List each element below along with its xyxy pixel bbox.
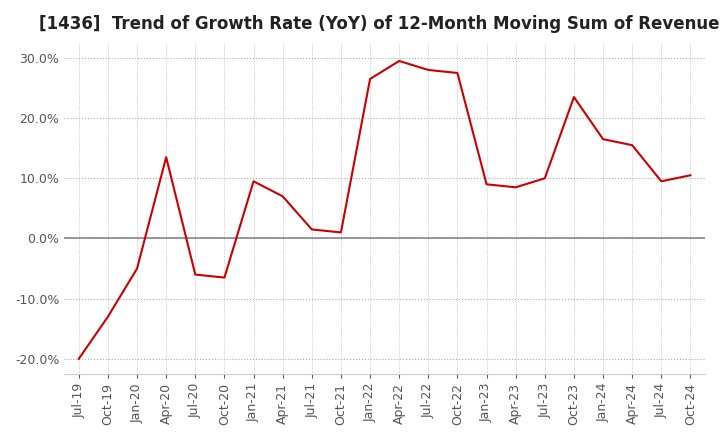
Title: [1436]  Trend of Growth Rate (YoY) of 12-Month Moving Sum of Revenues: [1436] Trend of Growth Rate (YoY) of 12-… — [40, 15, 720, 33]
